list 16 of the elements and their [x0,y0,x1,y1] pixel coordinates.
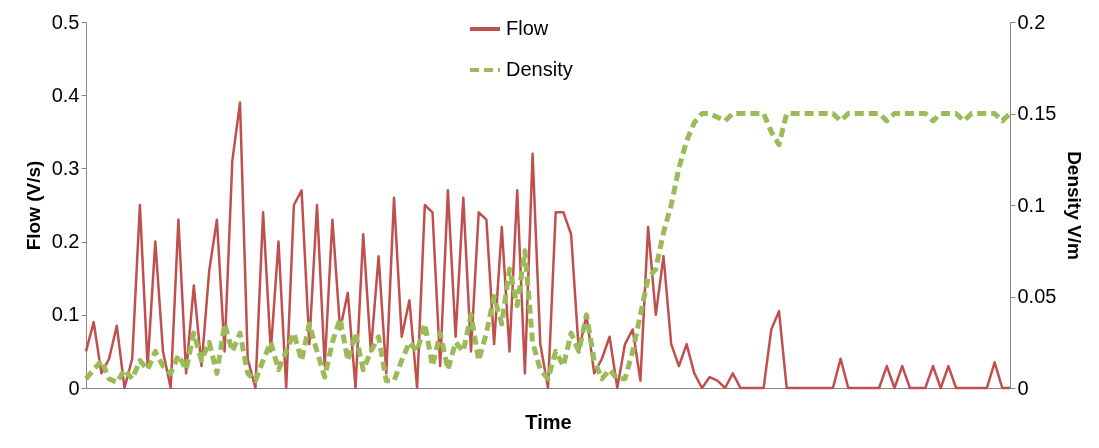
y-tick-label: 0.1 [51,303,80,326]
y2-tick-label: 0 [1017,376,1029,399]
legend-label: Flow [506,17,549,39]
y-tick-label: 0.2 [51,230,80,253]
y-tick-label: 0.3 [51,156,80,179]
y2-tick-label: 0.2 [1017,10,1046,33]
y2-tick-label: 0.05 [1017,285,1057,307]
y-axis-title: Flow (V/s) [22,160,44,251]
x-axis-title: Time [525,410,572,433]
y2-tick-label: 0.1 [1017,193,1046,216]
legend-label: Density [506,58,573,80]
y-tick-label: 0 [68,376,80,399]
y2-tick-label: 0.15 [1017,102,1057,124]
y-tick-label: 0.4 [51,83,80,106]
y-tick-label: 0.5 [51,10,80,33]
y2-axis-title: Density V/m [1064,151,1086,260]
